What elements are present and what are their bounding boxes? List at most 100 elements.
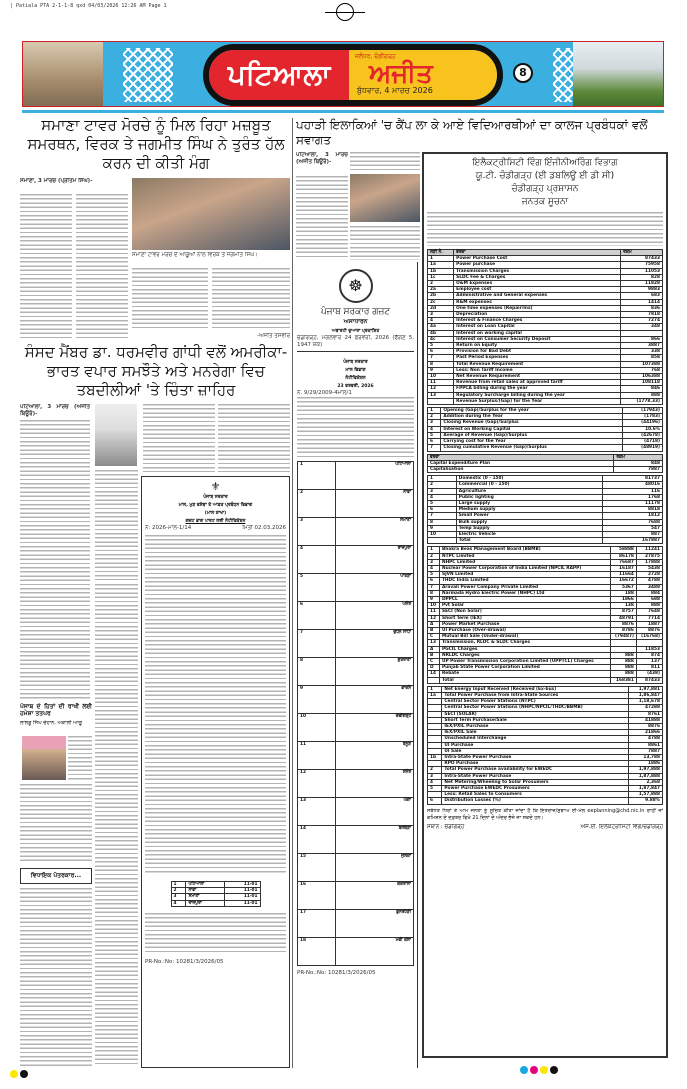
table-cell: 348 bbox=[620, 323, 663, 331]
table-row: 18 ਮਵੀ ਕਲਾਂ bbox=[297, 937, 415, 966]
table-cell: 2 bbox=[426, 413, 442, 421]
sales-table: 1 Domestic (0 - 150) 81737 2 Commercial (0 -… bbox=[427, 475, 664, 545]
table-cell: ਘੱਗਾ bbox=[334, 797, 415, 826]
table-cell: 5 bbox=[426, 431, 442, 440]
table-cell: 10.6% bbox=[621, 425, 664, 433]
headline-students-camp: ਪਹਾੜੀ ਇਲਾਕਿਆਂ 'ਚ ਕੈਂਪ ਲਾ ਕੇ ਆਏ ਵਿਦਿਆਰਥੀਆ… bbox=[296, 118, 648, 147]
brief-subhead: ਲਾਲੜੂ ਸਿੰਘ ਚੌਹਾਨ, ਅਕਾਲੀ ਆਗੂ bbox=[20, 720, 83, 726]
table-cell: 3 bbox=[297, 517, 336, 546]
notice-org-sub: ਯੂ.ਟੀ. ਚੰਡੀਗੜ੍ਹ (ਈ ਡਬਲਿਊ ਈ ਡੀ ਸੀ) bbox=[475, 171, 615, 181]
gazette-notif-number: ਨੰ. 9/29/2009-4ਮਾਲ/1 bbox=[297, 390, 352, 396]
table-cell: 1,87,888 bbox=[627, 772, 664, 780]
table-row: 5 Return on Equity 3887 bbox=[426, 342, 663, 350]
table-cell: Revenue from retail sales at approved ta… bbox=[453, 379, 622, 387]
table-cell: 2 bbox=[426, 279, 455, 288]
table-cell: Revenue Surplus/(Gap) for the Year bbox=[453, 397, 622, 406]
capex-table: ਵੇਰਵਾ ਰਕਮ Capital Expenditure Plan 848 Capit… bbox=[426, 453, 663, 474]
table-row: 8 Total Revenue Requirement 107388 bbox=[426, 360, 663, 368]
portrait-photo bbox=[95, 404, 137, 466]
table-row: 2a Employee cost 9883 bbox=[426, 286, 663, 294]
table-cell: ਭਾਦਸੋਂ bbox=[334, 685, 415, 714]
table-row: 6 Provision for Bad Debt 338 bbox=[426, 348, 663, 356]
table-cell: 4788 bbox=[635, 577, 664, 585]
table-cell: ਸਮਾਣਾ bbox=[334, 517, 415, 546]
table-cell: Total bbox=[455, 537, 603, 545]
notice-signatory: ਐਸ.ਈ. ਇਲੈਕਟ੍ਰੀਸਿਟੀ ਵਿੰਗ/ਚੰਡੀਗੜ੍ਹ bbox=[580, 823, 663, 830]
table-row: 11 ਬਨੂੜ bbox=[297, 741, 415, 770]
table-cell: ਬਲਬੇੜਾ bbox=[334, 825, 415, 854]
table-cell: 116 bbox=[601, 487, 664, 495]
table-row: 16 ਕਕਰਾਲਾ bbox=[297, 881, 415, 910]
table-cell: Power Purchase Cost bbox=[453, 255, 622, 263]
table-row: Total 168381 87433 bbox=[427, 676, 664, 684]
table-row: 3 ਸਮਾਣਾ bbox=[297, 517, 415, 546]
table-cell: 683 bbox=[620, 292, 663, 300]
table-cell: 16 bbox=[297, 881, 336, 910]
table-row: 11 Revenue from retail sales at approved … bbox=[426, 379, 663, 387]
table-row: 6 Distribution Losses (%) 9.88% bbox=[426, 797, 664, 805]
crop-mark bbox=[325, 12, 365, 13]
table-row: 10 ਦੇਵੀਗੜ੍ਹ bbox=[297, 713, 415, 742]
table-row: A Power Market Purchase 8876 1887 bbox=[427, 620, 664, 629]
arr-table: ਲੜੀ ਨੰ. ਵੇਰਵਾ ਰਕਮ 1 Power Purchase Cost 87433… bbox=[426, 248, 663, 406]
table-row: 1c SLDC Fee & Charges 828 bbox=[426, 273, 663, 282]
table-cell: 1,97,881 bbox=[627, 685, 664, 694]
table-cell: 87433 bbox=[635, 676, 664, 684]
table-row: 1 Domestic (0 - 150) 81737 bbox=[427, 475, 664, 483]
story-body bbox=[20, 194, 72, 340]
table-cell: Interest on working capital bbox=[453, 329, 622, 337]
story-body bbox=[132, 268, 208, 330]
person-photo bbox=[22, 736, 66, 780]
notice-body bbox=[145, 912, 286, 953]
table-row: 5 ਪਾਤੜਾਂ bbox=[297, 573, 415, 602]
notice-heading: ਗਜ਼ਟ ਭਾਗ ਪਾਰਟ ਲਈ ਨੋਟੀਫਿਕੇਸ਼ਨ bbox=[185, 519, 246, 524]
table-row: 2 O&M Expenses 11828 bbox=[426, 279, 663, 288]
gazette-title: ਪੰਜਾਬ ਸਰਕਾਰ ਗਜ਼ਟ bbox=[320, 307, 391, 317]
table-cell: Total bbox=[438, 676, 611, 684]
table-row: 2 Commercial (0 - 150) 48016 bbox=[427, 481, 664, 489]
story-body bbox=[95, 470, 138, 580]
table-cell: Regulatory Surcharge billing during the … bbox=[453, 391, 622, 399]
table-cell: 11-01 bbox=[224, 899, 261, 907]
table-row: 1a Power purchase 75958 bbox=[426, 261, 663, 269]
gazette-date: ਚੰਡੀਗੜ੍ਹ, ਮੰਗਲਵਾਰ 24 ਫਰਵਰੀ, 2026 (ਫੱਗਣ 5… bbox=[297, 335, 414, 352]
brief-headline: ਪੰਜਾਬ ਦੇ ਹਿਤਾਂ ਦੀ ਰਾਖੀ ਲਈ ਹਮੇਸ਼ਾ ਤਤਪਰ bbox=[20, 703, 92, 717]
table-cell: 87433 bbox=[620, 255, 663, 263]
table-cell: 1,97,888 bbox=[627, 766, 664, 774]
group-photo bbox=[132, 178, 290, 250]
table-cell: O&M Expenses bbox=[453, 279, 622, 288]
table-cell: 106388 bbox=[620, 373, 663, 381]
table-cell: 7 bbox=[297, 629, 336, 658]
table-cell: 1414 bbox=[620, 298, 663, 306]
table-cell: 4a bbox=[426, 323, 455, 331]
table-cell: ਭੁਨਰਹੇੜੀ bbox=[334, 909, 415, 938]
table-row: 3 Agriculture 116 bbox=[427, 487, 664, 495]
table-cell: 1 bbox=[426, 255, 455, 263]
table-cell: 17888 bbox=[635, 558, 664, 566]
table-cell: 1768 bbox=[601, 493, 664, 501]
table-cell: 7 bbox=[426, 444, 442, 452]
cmyk-color-bar bbox=[520, 1066, 558, 1074]
table-row: 2b Administrative and General expenses 683 bbox=[426, 292, 663, 300]
table-row: 4 ਰਾਜਪੁਰਾ bbox=[297, 545, 415, 574]
table-cell: 14 bbox=[297, 825, 336, 854]
table-cell: 6 bbox=[297, 601, 336, 630]
table-cell: 4 bbox=[426, 317, 455, 325]
table-cell: R&M expenses bbox=[453, 298, 622, 306]
energy-balance-table: 1 Net Energy Input Received (Received (Ex… bbox=[426, 685, 664, 805]
gazette-authority: ਅਥਾਰਟੀ ਦੁਆਰਾ ਪ੍ਰਕਾਸ਼ਿਤ bbox=[331, 329, 380, 334]
table-cell: 858 bbox=[620, 354, 663, 362]
table-row: 2 ਨਾਭਾ bbox=[297, 489, 415, 518]
story-dateline: ਪਟਿਆਲਾ, 3 ਮਾਰਚ (ਅਜੀਤ ਬਿਊਰੋ)- bbox=[20, 404, 90, 417]
table-cell: (79487) bbox=[609, 633, 637, 641]
table-cell: 17 bbox=[297, 909, 336, 938]
table-cell: 6 bbox=[426, 348, 455, 356]
table-cell: 13 bbox=[426, 391, 455, 399]
table-cell: Transmission Charges bbox=[453, 267, 622, 275]
table-row: 4 ਰਾਜਪੁਰਾ 11-01 bbox=[170, 899, 261, 907]
table-cell: 8 bbox=[426, 360, 455, 368]
table-cell: 7887 bbox=[613, 465, 663, 474]
table-cell: 48016 bbox=[601, 481, 664, 489]
heritage-building-photo bbox=[23, 42, 103, 106]
table-cell: 1 bbox=[426, 407, 442, 415]
